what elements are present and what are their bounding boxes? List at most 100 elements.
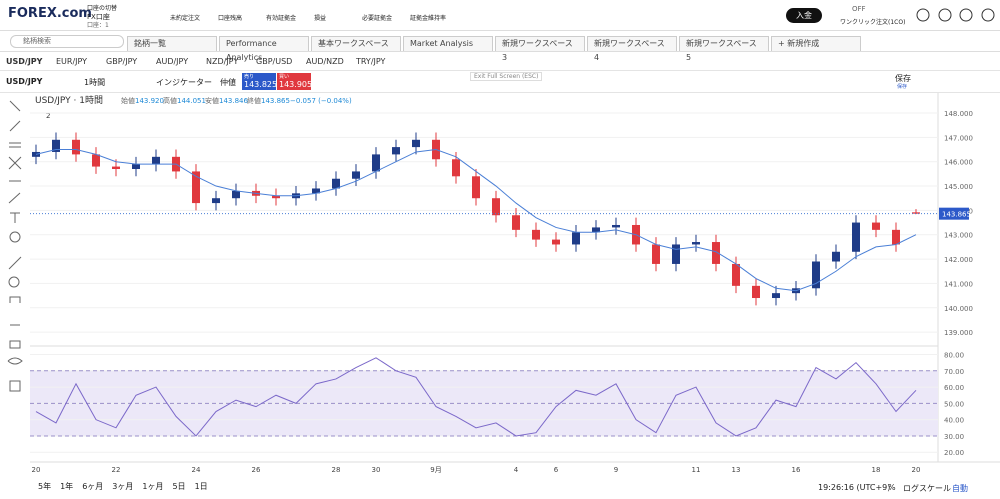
menu-item[interactable]: 証拠金維持率	[410, 15, 447, 22]
candle-body	[832, 251, 840, 262]
x-tick-label: 30	[372, 466, 381, 474]
candle-body	[752, 285, 760, 299]
x-tick-label: 26	[252, 466, 261, 474]
exit-fullscreen[interactable]: Exit Full Screen (ESC)	[470, 72, 543, 81]
x-tick-label: 24	[192, 466, 201, 474]
search-box[interactable]: 銘柄検索	[10, 35, 124, 48]
save[interactable]: 保存	[895, 74, 911, 83]
workspace-tab[interactable]: 基本ワークスペース	[311, 36, 401, 51]
range-button[interactable]: 5年	[38, 482, 52, 491]
candle-body	[572, 232, 580, 245]
rsi-line	[35, 357, 917, 437]
divider	[0, 51, 1000, 52]
symbol[interactable]: USD/JPY	[6, 77, 43, 86]
workspace-tab[interactable]: Performance Analytics	[219, 36, 309, 62]
candle-body	[612, 224, 620, 228]
x-tick-label: 22	[112, 466, 121, 474]
one-click: ワンクリック注文(1CO)	[840, 19, 906, 26]
workspace-tab[interactable]: 新規ワークスペース 3	[495, 36, 585, 62]
range-button[interactable]: 5日	[172, 482, 186, 491]
drawing-tools[interactable]	[0, 93, 28, 393]
price-type[interactable]: 仲値	[220, 78, 236, 87]
buy-button[interactable]: 買い 143.905	[277, 73, 312, 90]
account-switch[interactable]: 口座の切替	[87, 5, 118, 12]
workspace-tab[interactable]: 新規ワークスペース 5	[679, 36, 769, 62]
candle-body	[492, 198, 500, 216]
chart-title: USD/JPY · 1時間	[35, 95, 103, 106]
indicator-count[interactable]: 2	[46, 112, 50, 120]
divider	[0, 70, 1000, 71]
save-sub: 保存	[897, 84, 908, 90]
symbol-tab[interactable]: USD/JPY	[6, 56, 43, 66]
range-button[interactable]: 1年	[60, 482, 74, 491]
last-price-box	[939, 207, 969, 220]
symbol-tab[interactable]: AUD/NZD	[306, 56, 344, 66]
symbol-tab[interactable]: EUR/JPY	[56, 56, 88, 66]
divider	[0, 30, 1000, 31]
indicators[interactable]: インジケーター	[156, 78, 212, 87]
candle-body	[312, 188, 320, 194]
workspace-tab[interactable]: + 新規作成	[771, 36, 861, 51]
candle-body	[352, 171, 360, 179]
x-tick-label: 11	[692, 466, 701, 474]
x-tick-label: 18	[872, 466, 881, 474]
candle-body	[912, 212, 920, 214]
workspace-tab[interactable]: Market Analysis	[403, 36, 493, 51]
candle-body	[132, 164, 140, 170]
menu-item[interactable]: 口座残高	[218, 15, 243, 22]
menu-item[interactable]: 損益	[314, 15, 327, 22]
range-button[interactable]: 1ヶ月	[142, 482, 164, 491]
workspace-tab[interactable]: 新規ワークスペース 4	[587, 36, 677, 62]
menu-item[interactable]: 未約定注文	[170, 15, 201, 22]
deposit-button[interactable]: 入金	[786, 8, 822, 23]
sell-button[interactable]: 売り 143.825	[242, 73, 277, 90]
x-tick-label: 9月	[430, 466, 441, 474]
candle-body	[412, 139, 420, 148]
candle-body	[452, 159, 460, 177]
candle-body	[532, 229, 540, 240]
interval[interactable]: 1時間	[84, 78, 106, 87]
x-tick-label: 13	[732, 466, 741, 474]
buy-label: 買い	[279, 74, 290, 80]
symbol-tab[interactable]: AUD/JPY	[156, 56, 189, 66]
log-scale[interactable]: ログスケール	[903, 484, 951, 493]
y-tick-label: 148.000	[944, 110, 973, 118]
candle-body	[672, 244, 680, 264]
x-tick-label: 20	[32, 466, 41, 474]
legend-value: 144.051	[177, 97, 206, 105]
x-tick-label: 6	[554, 466, 559, 474]
candle-body	[212, 198, 220, 204]
y-tick-label: 141.000	[944, 280, 973, 288]
symbol-tab[interactable]: GBP/USD	[256, 56, 293, 66]
x-tick-label: 9	[614, 466, 618, 474]
symbol-tabs: USD/JPY EUR/JPY GBP/JPY AUD/JPY NZD/JPY GBP/U…	[0, 53, 400, 69]
moving-average	[35, 149, 917, 292]
y-tick-label: 140.000	[944, 305, 973, 313]
menu-item[interactable]: 有効証拠金	[266, 15, 297, 22]
auto-scale[interactable]: 自動	[952, 484, 968, 493]
candle-body	[892, 229, 900, 245]
one-click-state[interactable]: OFF	[852, 5, 866, 13]
candle-body	[72, 139, 80, 155]
percent[interactable]: %	[888, 483, 896, 492]
legend-change: −0.057 (−0.04%)	[290, 97, 352, 105]
range-button[interactable]: 1日	[194, 482, 208, 491]
account-no: 口座：1	[87, 22, 109, 29]
candle-body	[112, 166, 120, 170]
legend-label: 終値	[247, 96, 261, 105]
menu-item[interactable]: 必要証拠金	[362, 15, 393, 22]
divider	[0, 92, 1000, 93]
candle-body	[472, 176, 480, 199]
symbol-tab[interactable]: TRY/JPY	[356, 56, 386, 66]
y-tick-label: 142.000	[944, 256, 973, 264]
legend-label: 始値	[121, 96, 135, 105]
workspace-tab[interactable]: 銘柄一覧	[127, 36, 217, 51]
symbol-tab[interactable]: NZD/JPY	[206, 56, 239, 66]
range-button[interactable]: 6ヶ月	[82, 482, 104, 491]
x-tick-label: 16	[792, 466, 801, 474]
range-button[interactable]: 3ヶ月	[112, 482, 134, 491]
symbol-tab[interactable]: GBP/JPY	[106, 56, 138, 66]
legend-label: 高値	[163, 96, 177, 105]
header-icons[interactable]	[910, 6, 996, 24]
